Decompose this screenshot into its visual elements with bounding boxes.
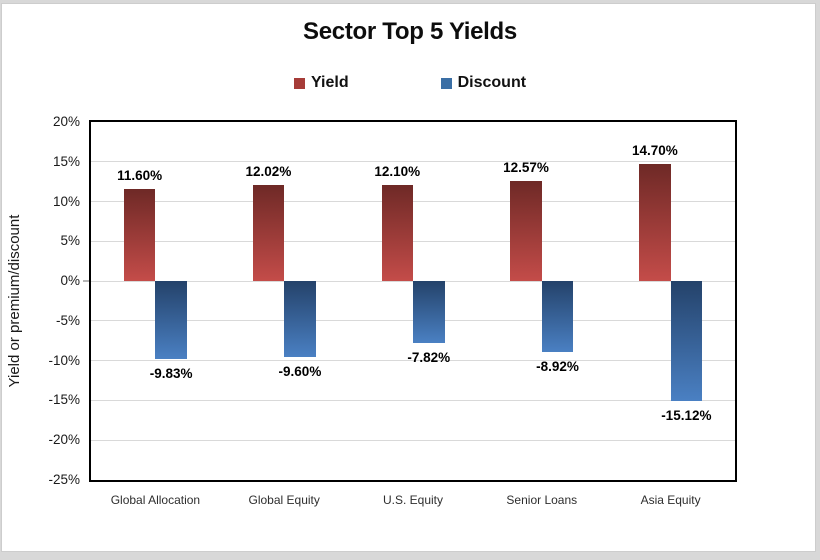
gridline	[91, 201, 735, 203]
y-tick-label: -5%	[55, 312, 80, 328]
y-tick-label: -15%	[48, 392, 80, 408]
legend-entry-yield: Yield	[293, 74, 349, 92]
gridline	[91, 399, 735, 401]
y-tick-label: 20%	[52, 114, 80, 129]
discount-data-label: -9.60%	[278, 364, 322, 380]
gridline	[91, 161, 735, 163]
y-tick-label: 10%	[52, 193, 80, 209]
category-label: Senior Loans	[506, 493, 578, 507]
yield-data-label: 11.60%	[117, 167, 163, 183]
discount-data-label: -15.12%	[661, 408, 712, 424]
legend: Yield Discount	[0, 74, 820, 92]
zero-tick-mark	[83, 280, 89, 283]
discount-bar	[413, 281, 445, 344]
discount-bar	[284, 281, 316, 358]
y-axis-title: Yield or premium/discount	[6, 214, 23, 388]
yield-data-label: 12.10%	[374, 163, 421, 179]
y-tick-label: -20%	[48, 432, 80, 448]
legend-label-yield: Yield	[310, 74, 349, 91]
yield-data-label: 12.57%	[503, 160, 549, 176]
discount-bar	[541, 281, 574, 353]
discount-legend-swatch-icon	[440, 77, 452, 89]
gridline	[91, 360, 735, 362]
y-tick-label: -25%	[48, 472, 80, 487]
category-label: Asia Equity	[640, 493, 701, 507]
discount-data-label: -8.92%	[536, 359, 579, 375]
yield-bar	[381, 184, 413, 282]
yield-data-label: 14.70%	[631, 143, 678, 159]
discount-bar	[670, 281, 703, 402]
y-tick-label: 15%	[52, 153, 80, 169]
discount-data-label: -9.83%	[149, 366, 193, 382]
category-label: U.S. Equity	[382, 493, 443, 507]
y-tick-label: 0%	[60, 273, 80, 289]
gridline	[91, 439, 735, 441]
legend-label-discount: Discount	[457, 74, 527, 91]
chart-title: Sector Top 5 Yields	[303, 18, 517, 45]
yield-legend-swatch-icon	[293, 77, 305, 89]
category-label: Global Equity	[248, 493, 320, 507]
yield-bar	[252, 185, 285, 282]
y-tick-label: 5%	[60, 233, 80, 249]
y-tick-label: -10%	[48, 352, 80, 368]
discount-data-label: -7.82%	[407, 350, 451, 366]
discount-bar	[155, 281, 187, 360]
category-label: Global Allocation	[110, 493, 201, 507]
legend-entry-discount: Discount	[440, 74, 527, 92]
yield-bar	[639, 164, 671, 282]
yield-bar	[510, 181, 542, 282]
yield-data-label: 12.02%	[245, 164, 292, 180]
yield-bar	[123, 188, 156, 282]
gridline	[91, 240, 735, 242]
